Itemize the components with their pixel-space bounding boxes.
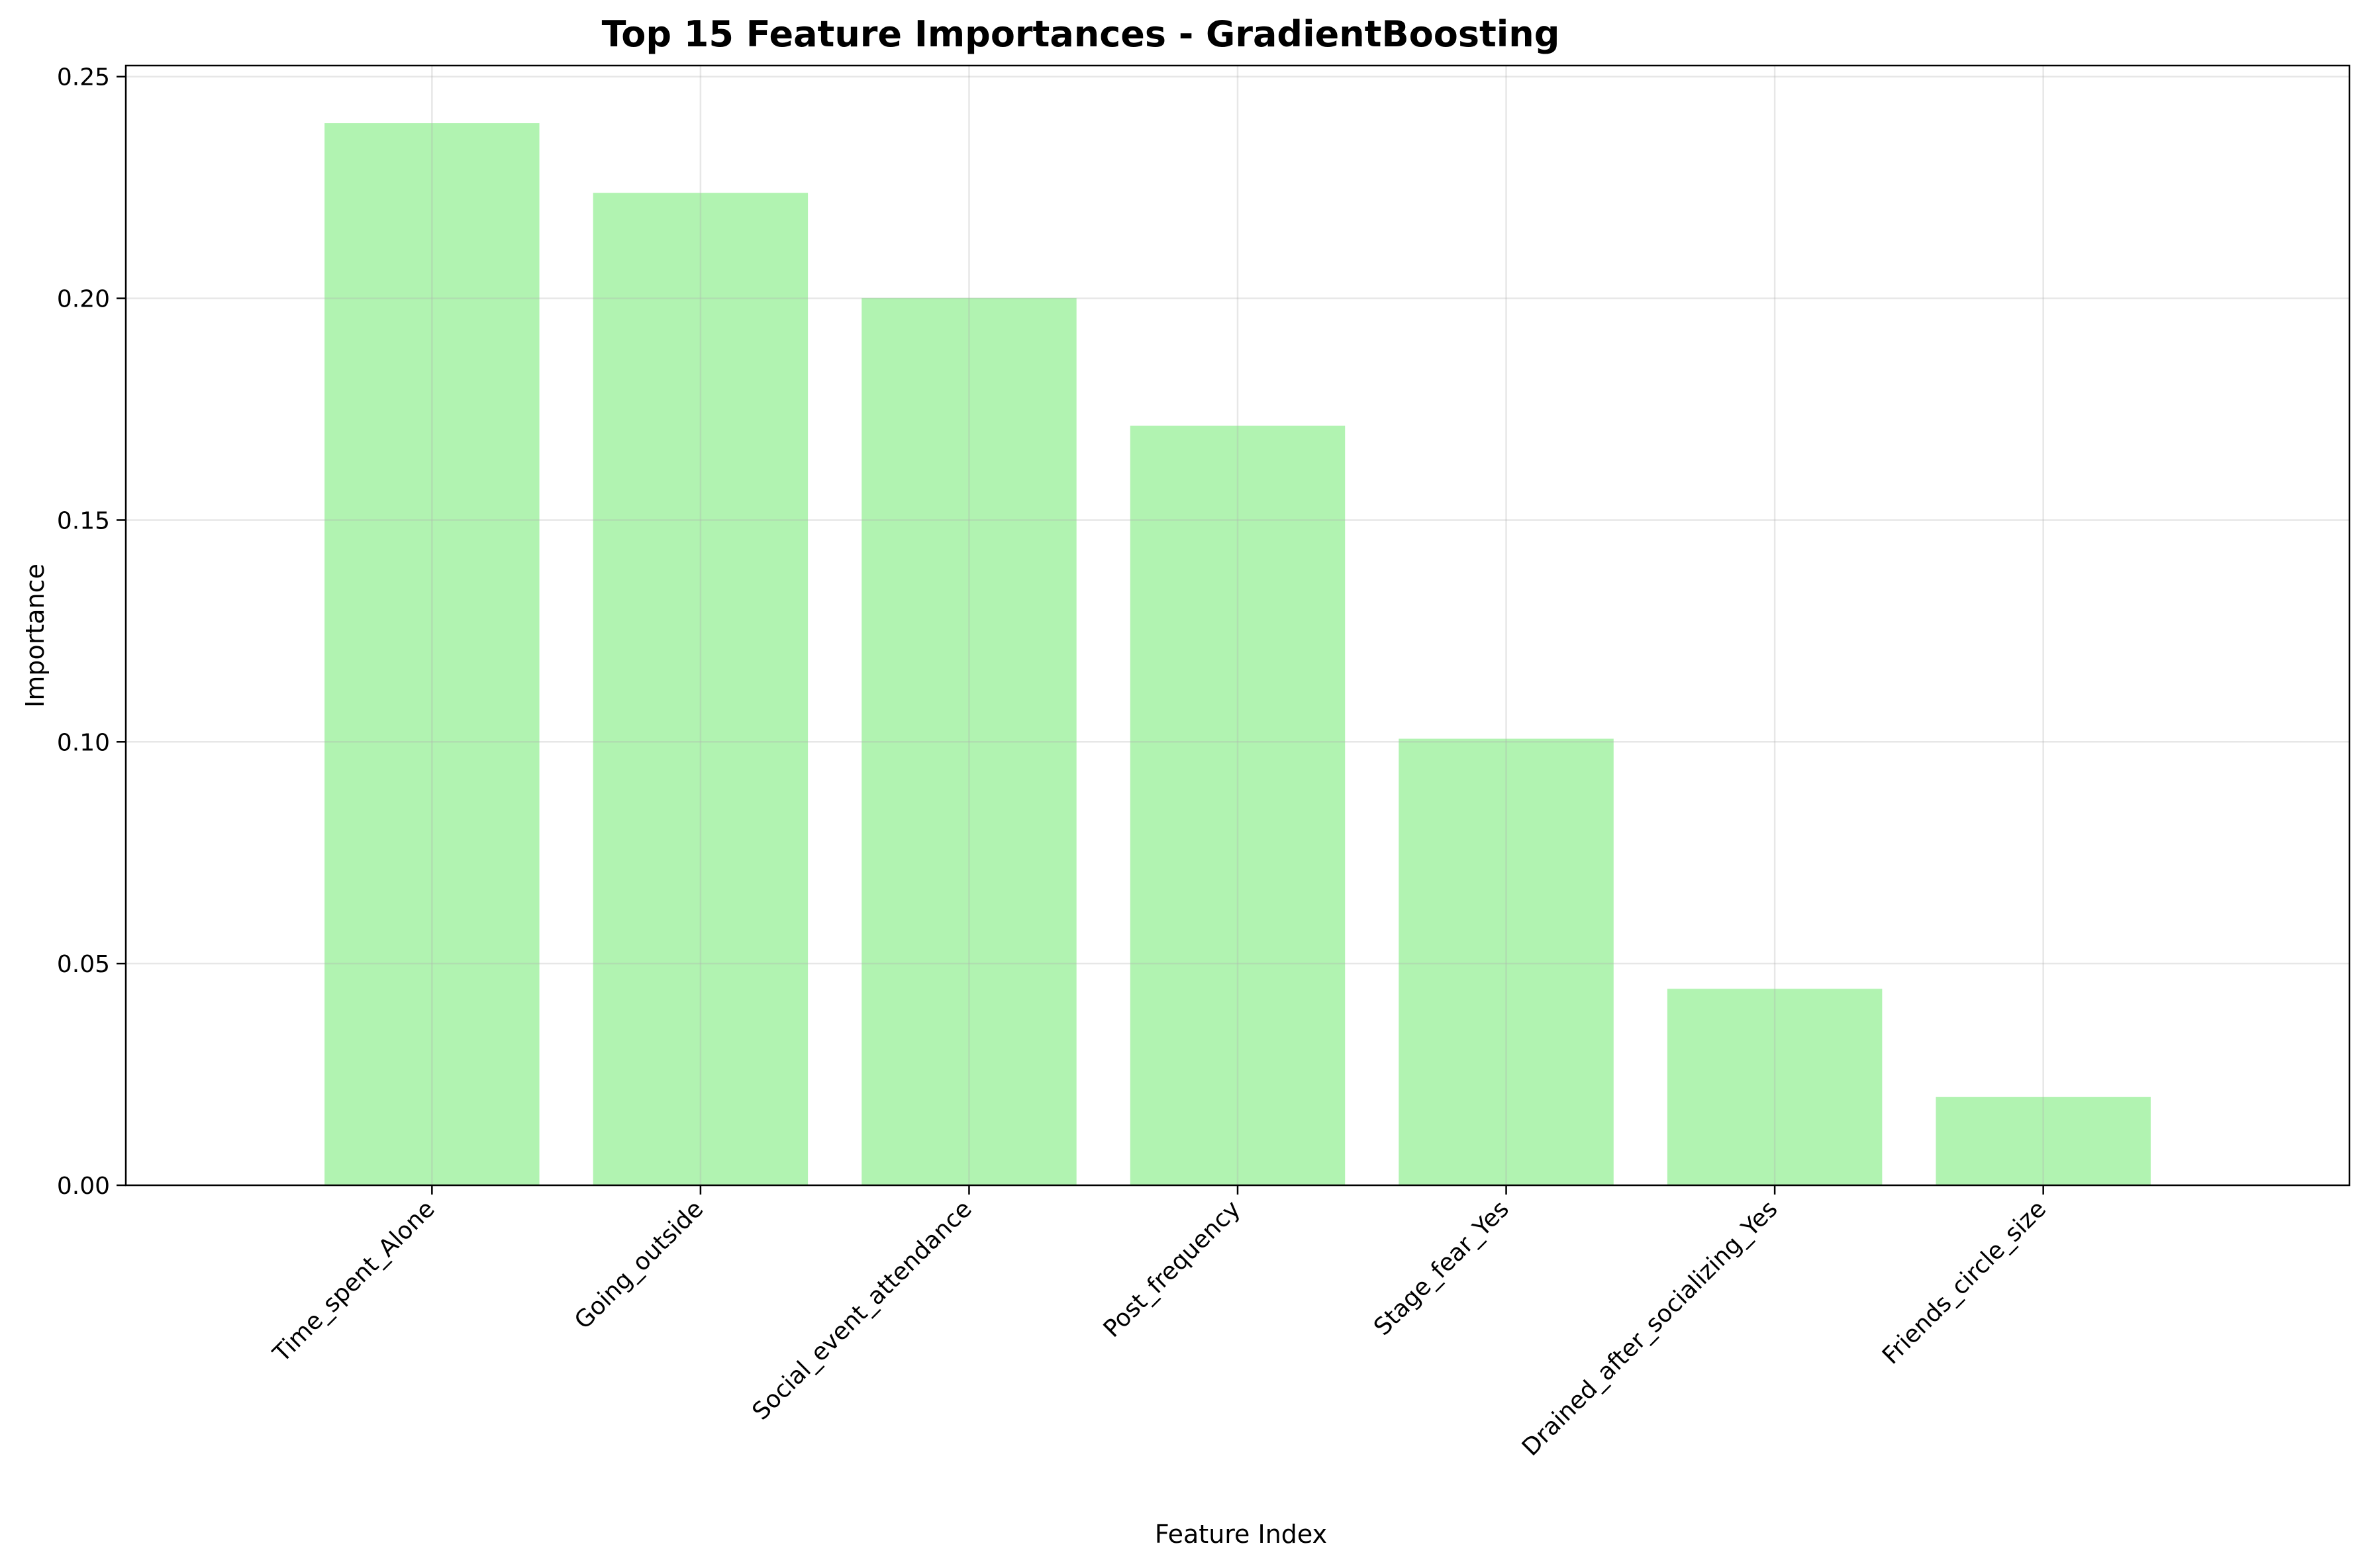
- bar: [324, 123, 540, 1185]
- x-tick-label: Friends_circle_size: [1877, 1195, 2051, 1369]
- plot-frame: [124, 64, 2351, 1187]
- y-tick-label: 0.00: [57, 1173, 110, 1200]
- y-tick-label: 0.05: [57, 951, 110, 978]
- x-tick-label: Social_event_attendance: [747, 1195, 977, 1425]
- y-tick-label: 0.25: [57, 64, 110, 91]
- bar: [1936, 1097, 2151, 1185]
- x-axis-ticks: Time_spent_Alone Going_outside Social_even…: [268, 1185, 2051, 1461]
- x-axis-title: Feature Index: [1155, 1520, 1327, 1549]
- bar: [1667, 989, 1883, 1185]
- bar: [862, 297, 1077, 1186]
- bar: [1399, 738, 1614, 1185]
- bar: [1130, 425, 1346, 1185]
- y-axis-ticks: 0.00 0.05 0.10 0.15 0.20 0.25: [57, 64, 126, 1200]
- y-tick-label: 0.10: [57, 729, 110, 756]
- y-tick-label: 0.20: [57, 286, 110, 313]
- y-tick-label: 0.15: [57, 507, 110, 534]
- bar: [593, 193, 809, 1186]
- x-tick-label: Drained_after_socializing_Yes: [1517, 1195, 1783, 1461]
- chart-title: Top 15 Feature Importances - GradientBoo…: [602, 13, 1560, 55]
- x-tick-label: Post_frequency: [1099, 1195, 1246, 1343]
- bars: [324, 123, 2151, 1186]
- x-tick-label: Stage_fear_Yes: [1369, 1195, 1514, 1341]
- x-tick-label: Time_spent_Alone: [268, 1195, 440, 1368]
- x-tick-label: Going_outside: [569, 1195, 709, 1334]
- y-axis-title: Importance: [21, 564, 50, 708]
